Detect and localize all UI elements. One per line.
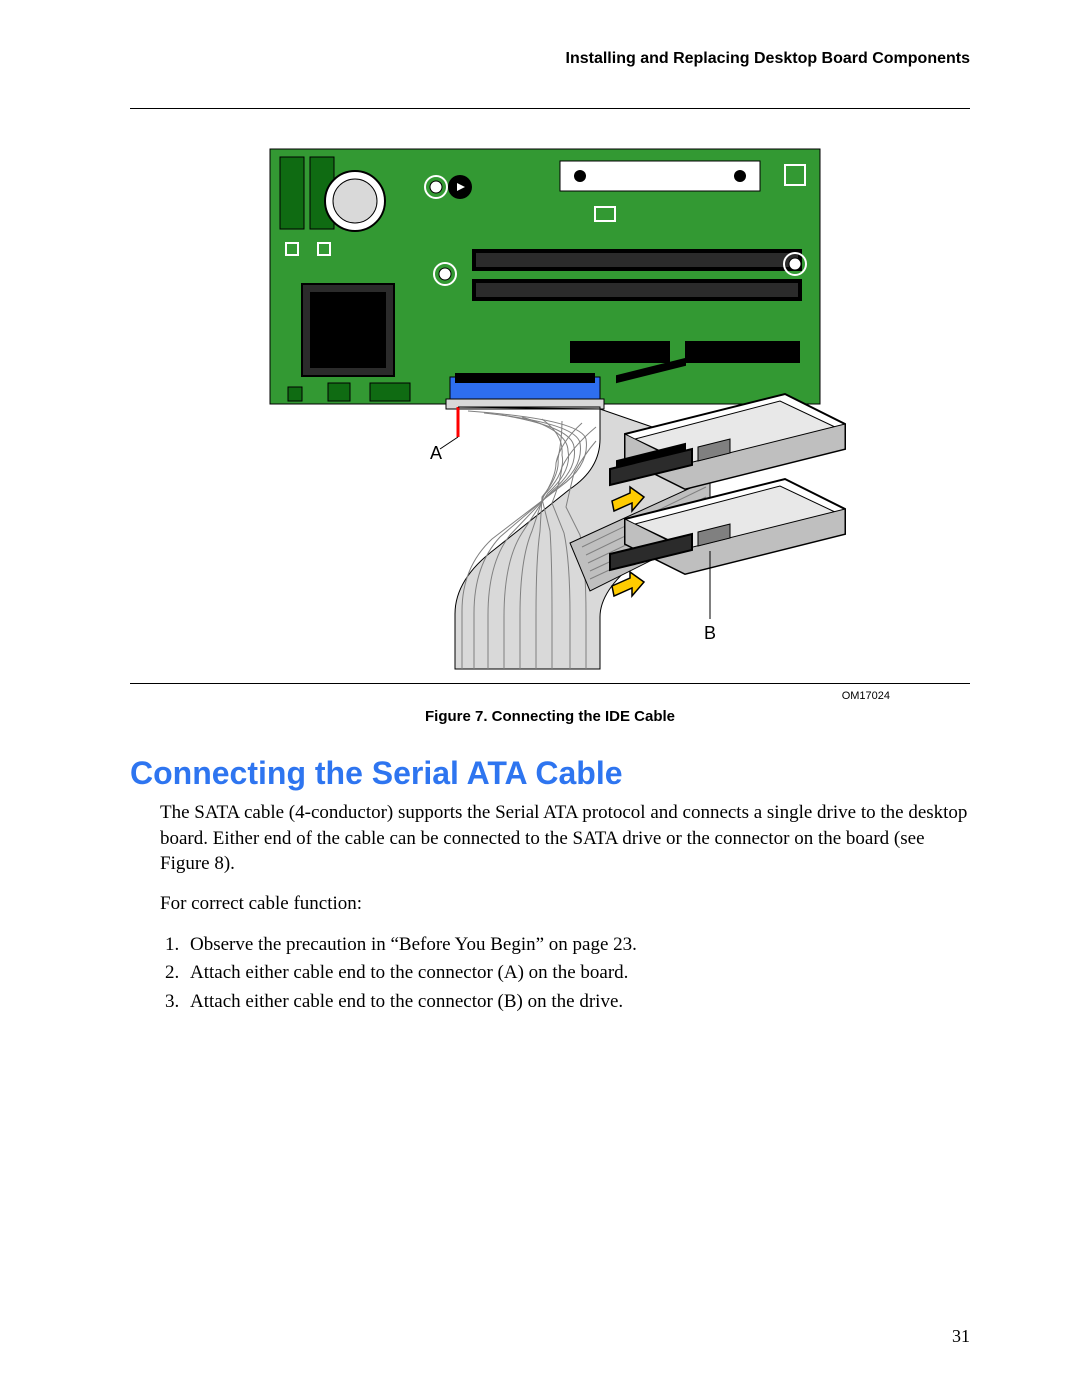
page-header: Installing and Replacing Desktop Board C… xyxy=(130,50,970,68)
section-heading: Connecting the Serial ATA Cable xyxy=(130,755,970,792)
step-list: Observe the precaution in “Before You Be… xyxy=(184,931,970,1017)
figure-caption: Figure 7. Connecting the IDE Cable xyxy=(130,708,970,725)
step-3: Attach either cable end to the connector… xyxy=(184,988,970,1017)
intro-paragraph: The SATA cable (4-conductor) supports th… xyxy=(160,800,970,877)
header-rule xyxy=(130,108,970,109)
figure-rule xyxy=(130,683,970,684)
step-1: Observe the precaution in “Before You Be… xyxy=(184,931,970,960)
ide-cable-diagram: A B xyxy=(240,139,860,679)
figure-7: A B OM17024 Figure 7. Connecting the IDE… xyxy=(130,139,970,725)
om-code: OM17024 xyxy=(130,690,970,702)
callout-b: B xyxy=(704,623,716,643)
lead-in-line: For correct cable function: xyxy=(160,891,970,917)
step-2: Attach either cable end to the connector… xyxy=(184,959,970,988)
callout-a: A xyxy=(430,443,442,463)
page-number: 31 xyxy=(952,1326,970,1347)
